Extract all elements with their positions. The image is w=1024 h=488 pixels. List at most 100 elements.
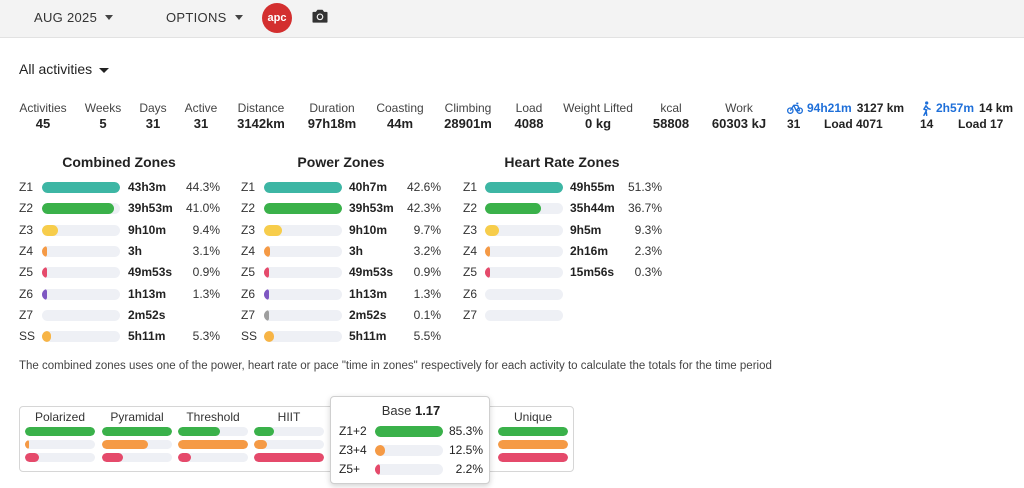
month-selector[interactable]: AUG 2025 (34, 0, 114, 34)
zone-label: Z1 (241, 180, 256, 194)
stat-label: Load (515, 101, 543, 115)
stat-value: 45 (35, 116, 51, 131)
tooltip-bar (375, 426, 443, 437)
stat-value: 97h18m (307, 116, 357, 131)
zone-percent: 41.0% (185, 201, 220, 216)
heart-zone-row-z4[interactable]: Z4 2h16m 2.3% (463, 241, 662, 262)
distribution-bar-fill (254, 427, 274, 436)
zone-percent: 5.3% (192, 329, 220, 344)
distribution-pyramidal[interactable]: Pyramidal (102, 407, 172, 466)
heart-zone-row-z7[interactable]: Z7 (463, 305, 662, 326)
zone-bar-fill (485, 203, 542, 215)
tooltip-bar-fill (375, 426, 443, 437)
zone-time: 9h5m (570, 222, 602, 237)
heart-zone-row-z1[interactable]: Z1 49h55m 51.3% (463, 177, 662, 198)
distribution-hiit[interactable]: HIIT (254, 407, 324, 466)
zone-label: Z1 (19, 180, 34, 194)
stat-kcal: kcal 58808 (653, 100, 689, 132)
distribution-bar (102, 453, 172, 462)
heart-zone-row-z5[interactable]: Z5 15m56s 0.3% (463, 262, 662, 283)
combined-zone-row-z6[interactable]: Z6 1h13m 1.3% (19, 284, 220, 305)
apc-logo[interactable]: apc (262, 3, 292, 33)
zone-time: 9h10m (349, 222, 388, 237)
walk-duration: 2h57m (936, 101, 975, 115)
zone-bar (264, 309, 342, 321)
zone-bar-fill (264, 245, 270, 257)
tooltip-title-value: 1.17 (414, 403, 441, 418)
zone-bar-fill (42, 331, 52, 343)
power-zone-row-ss[interactable]: SS 5h11m 5.5% (241, 326, 441, 347)
stat-activities: Activities 45 (19, 100, 66, 132)
tooltip-row: Z3+4 12.5% (339, 442, 483, 459)
walk-load: Load 17 (958, 117, 1004, 131)
combined-zone-row-z4[interactable]: Z4 3h 3.1% (19, 241, 220, 262)
tooltip-row-percent: 85.3% (448, 424, 483, 438)
distribution-bar (25, 440, 95, 449)
distribution-polarized[interactable]: Polarized (25, 407, 95, 466)
power-zone-row-z1[interactable]: Z1 40h7m 42.6% (241, 177, 441, 198)
sport-summary-walk[interactable]: 2h57m 14 km 14 Load 17 (920, 100, 1013, 132)
power-zone-row-z6[interactable]: Z6 1h13m 1.3% (241, 284, 441, 305)
combined-zone-row-z7[interactable]: Z7 2m52s (19, 305, 220, 326)
sport-summary-ride[interactable]: 94h21m 3127 km 31 Load 4071 (787, 100, 904, 132)
distribution-unique[interactable]: Unique (498, 407, 568, 466)
distribution-threshold[interactable]: Threshold (178, 407, 248, 466)
power-zone-row-z5[interactable]: Z5 49m53s 0.9% (241, 262, 441, 283)
zone-percent: 3.2% (413, 243, 441, 258)
power-zone-row-z2[interactable]: Z2 39h53m 42.3% (241, 198, 441, 219)
heart-zone-row-z2[interactable]: Z2 35h44m 36.7% (463, 198, 662, 219)
heart-zone-row-z6[interactable]: Z6 (463, 284, 662, 305)
stat-distance: Distance 3142km (237, 100, 285, 132)
combined-zone-row-z3[interactable]: Z3 9h10m 9.4% (19, 220, 220, 241)
zone-time: 1h13m (349, 286, 388, 301)
stat-value: 3142km (237, 116, 285, 131)
distribution-bar (25, 453, 95, 462)
activity-filter-dropdown[interactable]: All activities (19, 61, 110, 77)
zone-bar (42, 267, 120, 279)
zone-percent: 36.7% (627, 201, 662, 216)
chevron-down-icon (99, 67, 110, 73)
zone-bar-fill (485, 267, 490, 279)
zone-bar-fill (42, 288, 47, 300)
tooltip-bar-fill (375, 445, 386, 456)
zone-bar (485, 203, 563, 215)
zone-label: Z6 (241, 286, 256, 301)
combined-zone-row-z1[interactable]: Z1 43h3m 44.3% (19, 177, 220, 198)
distribution-bar (254, 427, 324, 436)
distribution-bar-fill (254, 453, 324, 462)
distribution-bar-fill (102, 427, 172, 436)
zone-bar-fill (485, 182, 563, 193)
zone-bar (485, 182, 563, 193)
heart-zone-row-z3[interactable]: Z3 9h5m 9.3% (463, 220, 662, 241)
zone-bar (485, 245, 563, 257)
zone-bar (42, 288, 120, 300)
zone-time: 43h3m (128, 180, 167, 194)
combined-zone-row-ss[interactable]: SS 5h11m 5.3% (19, 326, 220, 347)
stat-label: Climbing (444, 101, 492, 115)
zone-time: 15m56s (570, 265, 615, 280)
zone-percent: 1.3% (413, 286, 441, 301)
combined-zone-row-z2[interactable]: Z2 39h53m 41.0% (19, 198, 220, 219)
stat-climbing: Climbing 28901m (444, 100, 492, 132)
zone-label: Z4 (241, 243, 256, 258)
walk-distance: 14 km (979, 101, 1014, 115)
zone-label: Z4 (463, 243, 478, 258)
power-zone-row-z4[interactable]: Z4 3h 3.2% (241, 241, 441, 262)
zone-bar (42, 309, 120, 321)
walk-icon (923, 100, 931, 116)
zone-label: Z7 (19, 307, 34, 322)
distribution-bar (102, 427, 172, 436)
distribution-bar (254, 440, 324, 449)
distribution-label: HIIT (277, 410, 301, 424)
tooltip-row-percent: 2.2% (455, 462, 483, 476)
options-menu-button[interactable]: OPTIONS (166, 0, 243, 34)
power-zone-row-z3[interactable]: Z3 9h10m 9.7% (241, 220, 441, 241)
power-zone-row-z7[interactable]: Z7 2m52s 0.1% (241, 305, 441, 326)
ride-load: Load 4071 (824, 117, 883, 131)
combined-zone-row-z5[interactable]: Z5 49m53s 0.9% (19, 262, 220, 283)
distribution-bar-fill (178, 427, 220, 436)
zone-time: 49m53s (128, 265, 173, 280)
camera-icon[interactable] (310, 6, 330, 26)
distribution-bar (178, 440, 248, 449)
zone-bar (264, 182, 342, 193)
